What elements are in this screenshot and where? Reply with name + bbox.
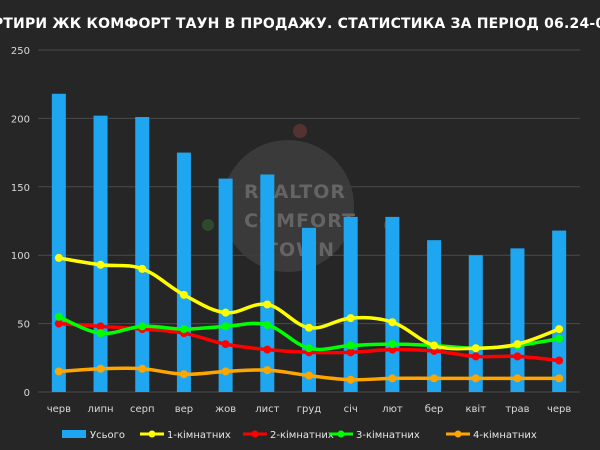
data-point xyxy=(221,340,230,349)
data-point xyxy=(555,374,564,383)
x-tick-label: груд xyxy=(297,404,322,415)
data-point xyxy=(305,371,313,380)
data-point xyxy=(513,374,522,383)
watermark-dot-left xyxy=(202,219,214,231)
data-point xyxy=(388,345,397,354)
bar xyxy=(385,216,400,392)
bar xyxy=(343,216,358,392)
data-point xyxy=(54,253,63,262)
data-point xyxy=(305,344,313,353)
y-axis: 0 50 100 150 200 250 xyxy=(11,46,30,399)
data-point xyxy=(346,341,355,350)
data-point xyxy=(138,364,147,373)
data-point xyxy=(555,334,564,343)
data-point xyxy=(263,300,272,309)
legend-label-1k: 1-кімнатних xyxy=(167,429,231,441)
x-tick-label: черв xyxy=(547,404,571,415)
data-point xyxy=(221,308,230,317)
data-point xyxy=(138,264,147,273)
legend-label-2k: 2-кімнатних xyxy=(270,429,334,441)
bar xyxy=(93,115,108,392)
bar xyxy=(468,255,483,392)
data-point xyxy=(513,352,522,361)
legend-marker-4k xyxy=(454,430,462,438)
data-point xyxy=(388,318,397,327)
legend-marker-3k xyxy=(337,430,345,438)
x-tick-label: квіт xyxy=(465,403,486,415)
watermark-line3: TOWN xyxy=(265,239,335,261)
legend: Усього 1-кімнатних 2-кімнатних 3-кімнатних 4… xyxy=(62,429,537,441)
legend-label-total: Усього xyxy=(90,430,125,441)
data-point xyxy=(471,352,480,361)
data-point xyxy=(179,370,188,379)
data-point xyxy=(221,367,230,376)
x-tick-label: жов xyxy=(215,404,236,415)
data-point xyxy=(555,356,564,365)
data-point xyxy=(430,341,439,350)
legend-swatch-total xyxy=(62,430,86,438)
data-point xyxy=(221,322,230,331)
data-point xyxy=(179,325,188,334)
legend-label-4k: 4-кімнатних xyxy=(473,429,537,441)
data-point xyxy=(513,340,522,349)
lines-group xyxy=(54,253,564,384)
x-tick-label: бер xyxy=(425,404,444,415)
data-point xyxy=(388,374,397,383)
x-tick-label: серп xyxy=(130,404,155,415)
bar xyxy=(510,248,525,392)
bar xyxy=(302,227,316,392)
watermark-circle xyxy=(222,140,354,272)
data-point xyxy=(555,325,564,334)
bar xyxy=(260,174,275,392)
data-point xyxy=(430,374,439,383)
x-tick-label: черв xyxy=(47,404,71,415)
data-point xyxy=(263,366,272,375)
x-tick-label: лист xyxy=(255,404,279,415)
y-tick-label: 200 xyxy=(11,114,30,125)
bar xyxy=(427,240,442,392)
watermark-dot-top xyxy=(293,124,307,138)
y-tick-label: 150 xyxy=(11,183,30,194)
legend-marker-2k xyxy=(251,430,259,438)
bar xyxy=(218,178,233,392)
bar xyxy=(51,93,66,392)
x-tick-label: липн xyxy=(88,404,114,415)
data-point xyxy=(96,322,105,331)
x-tick-label: січ xyxy=(344,403,358,415)
data-point xyxy=(430,346,439,355)
data-point xyxy=(96,329,105,338)
data-point xyxy=(346,348,355,357)
data-point xyxy=(305,323,313,332)
bar xyxy=(552,230,567,392)
data-point xyxy=(54,367,63,376)
data-point xyxy=(96,364,105,373)
x-axis: черв липн серп вер жов лист груд січ лют бер квіт т… xyxy=(47,403,572,415)
data-point xyxy=(388,340,397,349)
data-point xyxy=(346,375,355,384)
bar xyxy=(135,117,150,393)
data-point xyxy=(96,260,105,269)
watermark-line1: REALTOR xyxy=(244,181,346,203)
data-point xyxy=(179,290,188,299)
y-tick-label: 0 xyxy=(24,388,30,399)
legend-label-3k: 3-кімнатних xyxy=(356,429,420,441)
chart-title: КВАРТИРИ ЖК КОМФОРТ ТАУН В ПРОДАЖУ. СТАТ… xyxy=(0,16,600,32)
data-point xyxy=(346,314,355,323)
x-tick-label: трав xyxy=(505,404,529,415)
data-point xyxy=(263,345,272,354)
data-point xyxy=(471,374,480,383)
legend-marker-1k xyxy=(148,430,156,438)
data-point xyxy=(138,322,147,331)
bar xyxy=(176,152,191,392)
y-tick-label: 250 xyxy=(11,46,30,57)
y-tick-label: 100 xyxy=(11,251,30,262)
x-tick-label: вер xyxy=(175,404,193,415)
x-tick-label: лют xyxy=(382,404,403,415)
data-point xyxy=(54,319,63,328)
data-point xyxy=(263,320,272,329)
data-point xyxy=(471,344,480,353)
data-point xyxy=(54,312,63,321)
y-tick-label: 50 xyxy=(17,320,30,331)
